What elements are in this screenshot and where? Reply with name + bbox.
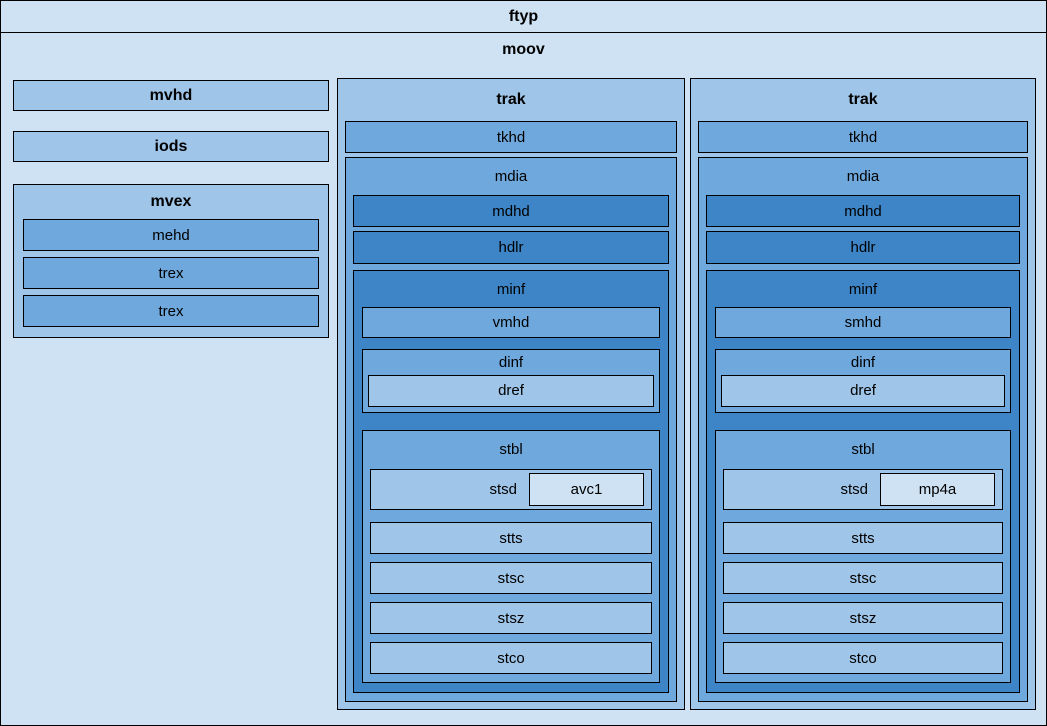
stts-label: stts xyxy=(499,529,523,547)
box-tkhd: tkhd xyxy=(698,121,1028,153)
box-trak-audio: trak tkhd mdia mdhd hdlr minf xyxy=(690,78,1036,710)
stsc-label: stsc xyxy=(497,569,525,587)
box-dref: dref xyxy=(368,375,654,407)
minf-header: minf xyxy=(362,271,660,307)
stts-label: stts xyxy=(851,529,875,547)
mvex-header: mvex xyxy=(23,185,319,219)
stsc-label: stsc xyxy=(849,569,877,587)
box-trak-video: trak tkhd mdia mdhd hdlr minf xyxy=(337,78,685,710)
box-smhd: smhd xyxy=(715,307,1011,338)
mehd-label: mehd xyxy=(152,226,190,244)
moov-label: moov xyxy=(502,41,545,58)
dinf-header: dinf xyxy=(721,350,1005,375)
box-tkhd: tkhd xyxy=(345,121,677,153)
box-dinf: dinf dref xyxy=(715,349,1011,413)
box-trex-2: trex xyxy=(23,295,319,327)
box-hdlr: hdlr xyxy=(706,231,1020,264)
trak-header: trak xyxy=(698,79,1028,121)
box-mvex: mvex mehd trex trex xyxy=(13,184,329,338)
box-mdhd: mdhd xyxy=(706,195,1020,227)
trex-label: trex xyxy=(158,302,184,320)
box-hdlr: hdlr xyxy=(353,231,669,264)
box-stbl: stbl stsd avc1 stts stsc xyxy=(362,429,660,683)
box-avc1-sample-entry: avc1 xyxy=(529,472,644,506)
iods-label: iods xyxy=(154,137,188,155)
mdhd-label: mdhd xyxy=(492,202,530,220)
dref-label: dref xyxy=(498,382,524,400)
trak-label: trak xyxy=(848,91,878,108)
box-stbl: stbl stsd mp4a stts stsc xyxy=(715,429,1011,683)
mdia-header: mdia xyxy=(353,158,669,195)
box-iods: iods xyxy=(13,131,329,162)
stsd-label: stsd xyxy=(840,480,868,498)
stbl-label: stbl xyxy=(851,441,875,459)
stsz-label: stsz xyxy=(497,609,525,627)
box-mdia: mdia mdhd hdlr minf smhd xyxy=(698,157,1028,702)
box-mvhd: mvhd xyxy=(13,80,329,111)
box-dinf: dinf dref xyxy=(362,349,660,413)
minf-label: minf xyxy=(848,280,878,298)
mp4a-label: mp4a xyxy=(918,480,957,498)
box-dref: dref xyxy=(721,375,1005,407)
tkhd-label: tkhd xyxy=(848,128,878,146)
moov-header: moov xyxy=(1,38,1046,62)
box-mdhd: mdhd xyxy=(353,195,669,227)
box-minf: minf vmhd dinf dref xyxy=(353,270,669,693)
stsz-label: stsz xyxy=(849,609,877,627)
mvhd-label: mvhd xyxy=(149,86,193,104)
stco-label: stco xyxy=(497,649,525,667)
stco-label: stco xyxy=(849,649,877,667)
hdlr-label: hdlr xyxy=(850,239,876,256)
dref-label: dref xyxy=(850,382,876,400)
trak-label: trak xyxy=(496,91,526,108)
vmhd-label: vmhd xyxy=(492,314,530,331)
box-stsz: stsz xyxy=(370,602,652,634)
box-mdia: mdia mdhd hdlr minf vmhd xyxy=(345,157,677,702)
mvex-label: mvex xyxy=(150,193,192,210)
box-minf: minf smhd dinf dref xyxy=(706,270,1020,693)
ftyp-label: ftyp xyxy=(508,7,539,25)
box-trex-1: trex xyxy=(23,257,319,289)
box-mehd: mehd xyxy=(23,219,319,251)
stbl-label: stbl xyxy=(499,441,523,459)
trex-label: trex xyxy=(158,264,184,282)
avc1-label: avc1 xyxy=(570,480,603,498)
box-stsz: stsz xyxy=(723,602,1003,634)
mdia-label: mdia xyxy=(846,168,880,185)
box-stts: stts xyxy=(370,522,652,554)
minf-header: minf xyxy=(715,271,1011,307)
mdia-label: mdia xyxy=(494,168,528,185)
dinf-label: dinf xyxy=(850,354,876,371)
box-stsd: stsd mp4a xyxy=(723,468,1003,510)
dinf-label: dinf xyxy=(498,354,524,371)
box-stts: stts xyxy=(723,522,1003,554)
box-moov: moov mvhd iods mvex mehd trex trex xyxy=(0,32,1047,726)
mdhd-label: mdhd xyxy=(844,202,882,220)
box-stsd: stsd avc1 xyxy=(370,468,652,510)
trak-header: trak xyxy=(345,79,677,121)
smhd-label: smhd xyxy=(844,314,882,331)
stsd-label: stsd xyxy=(489,480,517,498)
box-stsc: stsc xyxy=(370,562,652,594)
box-stco: stco xyxy=(723,642,1003,674)
tkhd-label: tkhd xyxy=(496,128,526,146)
hdlr-label: hdlr xyxy=(498,239,524,256)
stbl-header: stbl xyxy=(723,431,1003,469)
box-stco: stco xyxy=(370,642,652,674)
minf-label: minf xyxy=(496,280,526,298)
box-stsc: stsc xyxy=(723,562,1003,594)
box-ftyp: ftyp xyxy=(0,0,1047,33)
mdia-header: mdia xyxy=(706,158,1020,195)
dinf-header: dinf xyxy=(368,350,654,375)
box-mp4a-sample-entry: mp4a xyxy=(880,472,995,506)
box-vmhd: vmhd xyxy=(362,307,660,338)
stbl-header: stbl xyxy=(370,431,652,469)
